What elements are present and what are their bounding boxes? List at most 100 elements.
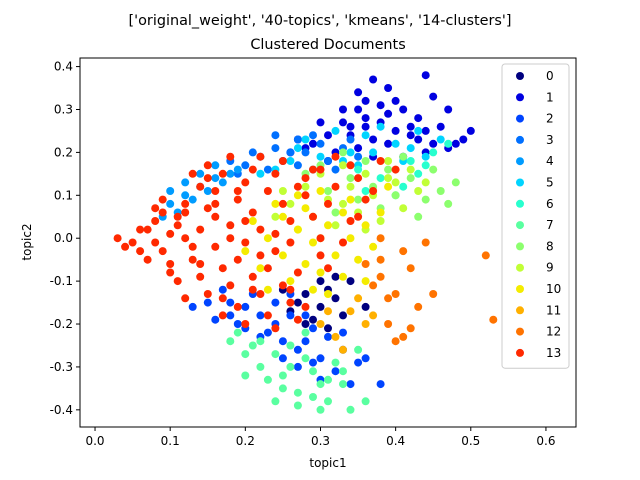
point-cluster-2 xyxy=(256,311,265,320)
x-tick-label: 0.2 xyxy=(236,434,255,448)
point-cluster-1 xyxy=(451,139,460,148)
point-cluster-6 xyxy=(444,139,453,148)
point-cluster-12 xyxy=(384,294,393,303)
point-cluster-7 xyxy=(271,350,280,359)
point-cluster-13 xyxy=(316,165,325,174)
point-cluster-13 xyxy=(271,229,280,238)
chart-suptitle: ['original_weight', '40-topics', 'kmeans… xyxy=(129,13,512,29)
point-cluster-13 xyxy=(181,294,190,303)
point-cluster-8 xyxy=(436,187,445,195)
point-cluster-6 xyxy=(376,174,385,183)
point-cluster-7 xyxy=(361,397,370,406)
point-cluster-13 xyxy=(173,277,182,286)
point-cluster-13 xyxy=(339,238,347,247)
y-tick-label: -0.1 xyxy=(50,274,73,288)
y-tick-label: -0.3 xyxy=(50,360,73,374)
point-cluster-2 xyxy=(293,345,302,354)
point-cluster-5 xyxy=(391,139,400,148)
point-cluster-0 xyxy=(301,290,310,298)
point-cluster-5 xyxy=(369,148,378,157)
point-cluster-10 xyxy=(361,221,370,230)
point-cluster-9 xyxy=(406,165,415,174)
point-cluster-13 xyxy=(354,174,363,183)
point-cluster-9 xyxy=(286,199,295,208)
point-cluster-2 xyxy=(346,380,355,389)
legend-label-10: 10 xyxy=(546,282,561,296)
point-cluster-1 xyxy=(354,144,363,153)
point-cluster-7 xyxy=(278,384,287,393)
point-cluster-13 xyxy=(241,217,250,225)
point-cluster-10 xyxy=(293,225,302,234)
point-cluster-3 xyxy=(354,152,363,161)
point-cluster-7 xyxy=(354,345,363,354)
point-cluster-7 xyxy=(346,405,355,414)
point-cluster-1 xyxy=(369,75,378,84)
point-cluster-13 xyxy=(278,199,287,208)
point-cluster-7 xyxy=(309,367,317,376)
point-cluster-13 xyxy=(376,157,385,165)
point-cluster-9 xyxy=(339,161,347,170)
point-cluster-13 xyxy=(181,199,190,208)
point-cluster-13 xyxy=(256,225,265,234)
point-cluster-6 xyxy=(421,161,430,170)
x-tick-label: 0.5 xyxy=(461,434,480,448)
point-cluster-13 xyxy=(241,178,250,187)
point-cluster-13 xyxy=(248,208,257,217)
point-cluster-1 xyxy=(376,101,385,110)
point-cluster-1 xyxy=(309,139,317,148)
point-cluster-13 xyxy=(158,195,167,204)
point-cluster-13 xyxy=(286,217,295,225)
point-cluster-13 xyxy=(211,199,220,208)
legend-label-5: 5 xyxy=(546,176,554,190)
point-cluster-1 xyxy=(466,126,475,135)
point-cluster-2 xyxy=(316,354,325,363)
point-cluster-3 xyxy=(316,139,325,148)
point-cluster-4 xyxy=(203,187,212,195)
point-cluster-7 xyxy=(233,328,242,337)
point-cluster-1 xyxy=(459,135,468,144)
point-cluster-13 xyxy=(369,187,378,195)
legend-label-11: 11 xyxy=(546,303,561,317)
legend-label-7: 7 xyxy=(546,218,554,232)
point-cluster-1 xyxy=(391,126,400,135)
legend-marker-3 xyxy=(516,135,524,144)
point-cluster-2 xyxy=(293,362,302,371)
point-cluster-10 xyxy=(316,268,325,277)
point-cluster-13 xyxy=(286,285,295,294)
point-cluster-10 xyxy=(263,234,272,243)
point-cluster-7 xyxy=(309,393,317,401)
legend-label-3: 3 xyxy=(546,133,554,147)
point-cluster-11 xyxy=(346,307,355,316)
point-cluster-3 xyxy=(248,148,257,157)
point-cluster-0 xyxy=(301,320,310,328)
point-cluster-13 xyxy=(331,152,340,161)
point-cluster-7 xyxy=(256,337,265,346)
point-cluster-1 xyxy=(361,96,370,105)
point-cluster-1 xyxy=(391,96,400,105)
point-cluster-2 xyxy=(211,315,220,324)
point-cluster-1 xyxy=(399,105,408,114)
point-cluster-10 xyxy=(346,234,355,243)
point-cluster-13 xyxy=(233,195,242,204)
point-cluster-13 xyxy=(181,234,190,243)
point-cluster-6 xyxy=(429,148,438,157)
point-cluster-13 xyxy=(309,212,317,221)
point-cluster-3 xyxy=(301,148,310,157)
point-cluster-11 xyxy=(331,332,340,341)
point-cluster-1 xyxy=(354,88,363,97)
point-cluster-8 xyxy=(451,178,460,187)
point-cluster-13 xyxy=(211,187,220,195)
point-cluster-9 xyxy=(361,169,370,178)
point-cluster-3 xyxy=(346,135,355,144)
point-cluster-2 xyxy=(324,332,332,341)
point-cluster-13 xyxy=(248,272,257,281)
point-cluster-1 xyxy=(414,114,423,123)
point-cluster-1 xyxy=(339,118,347,127)
legend-marker-10 xyxy=(516,285,524,293)
plot-area-frame xyxy=(79,57,577,428)
point-cluster-7 xyxy=(339,367,347,376)
point-cluster-10 xyxy=(339,272,347,281)
point-cluster-7 xyxy=(241,350,250,359)
point-cluster-0 xyxy=(293,298,302,307)
point-cluster-10 xyxy=(263,285,272,294)
